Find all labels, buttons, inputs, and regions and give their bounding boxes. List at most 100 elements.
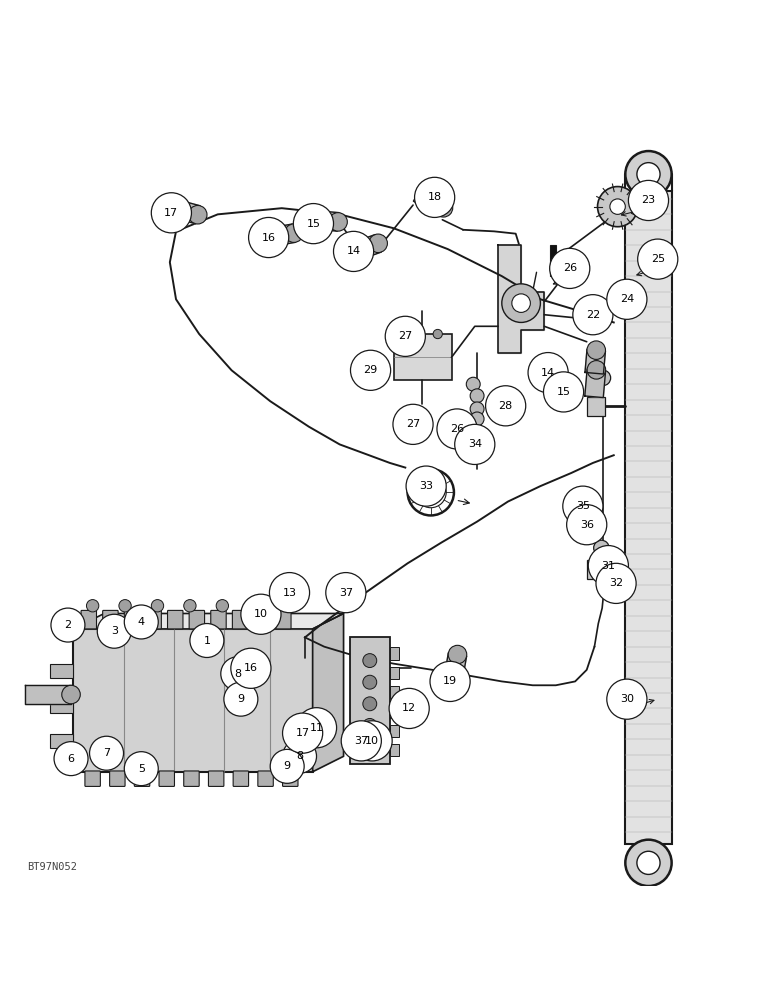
Polygon shape bbox=[414, 185, 448, 216]
Polygon shape bbox=[585, 349, 605, 374]
FancyBboxPatch shape bbox=[110, 771, 125, 786]
Text: 22: 22 bbox=[586, 310, 600, 320]
Text: 27: 27 bbox=[406, 419, 420, 429]
Bar bbox=[50, 664, 73, 678]
Circle shape bbox=[610, 199, 625, 214]
Text: 26: 26 bbox=[563, 263, 577, 273]
Polygon shape bbox=[260, 224, 296, 248]
FancyBboxPatch shape bbox=[159, 771, 174, 786]
Circle shape bbox=[269, 573, 310, 613]
Text: 10: 10 bbox=[254, 609, 268, 619]
Text: 3: 3 bbox=[110, 626, 118, 636]
Circle shape bbox=[124, 752, 158, 786]
Circle shape bbox=[285, 224, 303, 242]
Circle shape bbox=[433, 329, 442, 339]
Text: 34: 34 bbox=[468, 439, 482, 449]
Text: 2: 2 bbox=[64, 620, 72, 630]
Bar bbox=[73, 629, 313, 772]
Circle shape bbox=[296, 708, 337, 748]
Circle shape bbox=[543, 372, 584, 412]
Circle shape bbox=[363, 675, 377, 689]
Circle shape bbox=[363, 740, 377, 754]
Circle shape bbox=[86, 600, 99, 612]
Bar bbox=[587, 397, 605, 416]
Text: 1: 1 bbox=[203, 636, 211, 646]
Bar bbox=[390, 686, 399, 698]
Circle shape bbox=[283, 713, 323, 753]
Circle shape bbox=[415, 177, 455, 217]
Circle shape bbox=[363, 718, 377, 732]
Circle shape bbox=[151, 193, 191, 233]
Circle shape bbox=[587, 341, 605, 359]
Bar bbox=[390, 744, 399, 756]
Circle shape bbox=[350, 350, 391, 390]
Circle shape bbox=[512, 294, 530, 312]
Polygon shape bbox=[158, 196, 200, 224]
Text: 17: 17 bbox=[164, 208, 178, 218]
Circle shape bbox=[190, 624, 224, 657]
Text: 18: 18 bbox=[428, 192, 442, 202]
Circle shape bbox=[334, 231, 374, 271]
Text: 17: 17 bbox=[296, 728, 310, 738]
Text: 11: 11 bbox=[310, 723, 323, 733]
FancyBboxPatch shape bbox=[254, 610, 269, 629]
Circle shape bbox=[385, 316, 425, 356]
Text: 15: 15 bbox=[557, 387, 571, 397]
Circle shape bbox=[188, 205, 207, 224]
Circle shape bbox=[638, 239, 678, 279]
Circle shape bbox=[326, 573, 366, 613]
Circle shape bbox=[406, 466, 446, 506]
FancyBboxPatch shape bbox=[258, 771, 273, 786]
Circle shape bbox=[119, 600, 131, 612]
Text: 35: 35 bbox=[576, 501, 590, 511]
Circle shape bbox=[51, 608, 85, 642]
FancyBboxPatch shape bbox=[211, 610, 226, 629]
Text: 23: 23 bbox=[642, 195, 655, 205]
Text: 30: 30 bbox=[620, 694, 634, 704]
Circle shape bbox=[455, 424, 495, 464]
FancyBboxPatch shape bbox=[276, 610, 291, 629]
Circle shape bbox=[588, 546, 628, 586]
Text: 33: 33 bbox=[419, 481, 433, 491]
Text: 26: 26 bbox=[450, 424, 464, 434]
Circle shape bbox=[470, 412, 484, 426]
Text: 16: 16 bbox=[262, 233, 276, 243]
Text: 9: 9 bbox=[283, 761, 291, 771]
Text: 14: 14 bbox=[347, 246, 361, 256]
Circle shape bbox=[231, 648, 271, 688]
Bar bbox=[394, 334, 452, 380]
Circle shape bbox=[434, 199, 452, 217]
Circle shape bbox=[625, 840, 672, 886]
Bar bbox=[390, 725, 399, 737]
Text: 29: 29 bbox=[364, 365, 378, 375]
Circle shape bbox=[449, 645, 467, 664]
Bar bbox=[50, 699, 73, 713]
Bar bbox=[550, 245, 556, 276]
Text: 7: 7 bbox=[103, 748, 110, 758]
Polygon shape bbox=[585, 369, 605, 398]
Circle shape bbox=[90, 736, 124, 770]
Text: 6: 6 bbox=[67, 754, 75, 764]
Circle shape bbox=[393, 404, 433, 444]
Polygon shape bbox=[347, 235, 381, 262]
FancyBboxPatch shape bbox=[103, 610, 118, 629]
Bar bbox=[50, 734, 73, 748]
Circle shape bbox=[607, 679, 647, 719]
Bar bbox=[390, 667, 399, 679]
Text: 36: 36 bbox=[580, 520, 594, 530]
Text: 10: 10 bbox=[365, 736, 379, 746]
Circle shape bbox=[249, 600, 261, 612]
FancyBboxPatch shape bbox=[232, 610, 248, 629]
Text: 25: 25 bbox=[651, 254, 665, 264]
FancyBboxPatch shape bbox=[184, 771, 199, 786]
Text: 8: 8 bbox=[296, 751, 303, 761]
Text: 37: 37 bbox=[354, 736, 368, 746]
Circle shape bbox=[563, 486, 603, 526]
Circle shape bbox=[595, 370, 611, 386]
FancyBboxPatch shape bbox=[81, 610, 96, 629]
Circle shape bbox=[637, 851, 660, 874]
Circle shape bbox=[363, 697, 377, 711]
Circle shape bbox=[281, 600, 293, 612]
Text: 16: 16 bbox=[244, 663, 258, 673]
Circle shape bbox=[329, 213, 347, 231]
